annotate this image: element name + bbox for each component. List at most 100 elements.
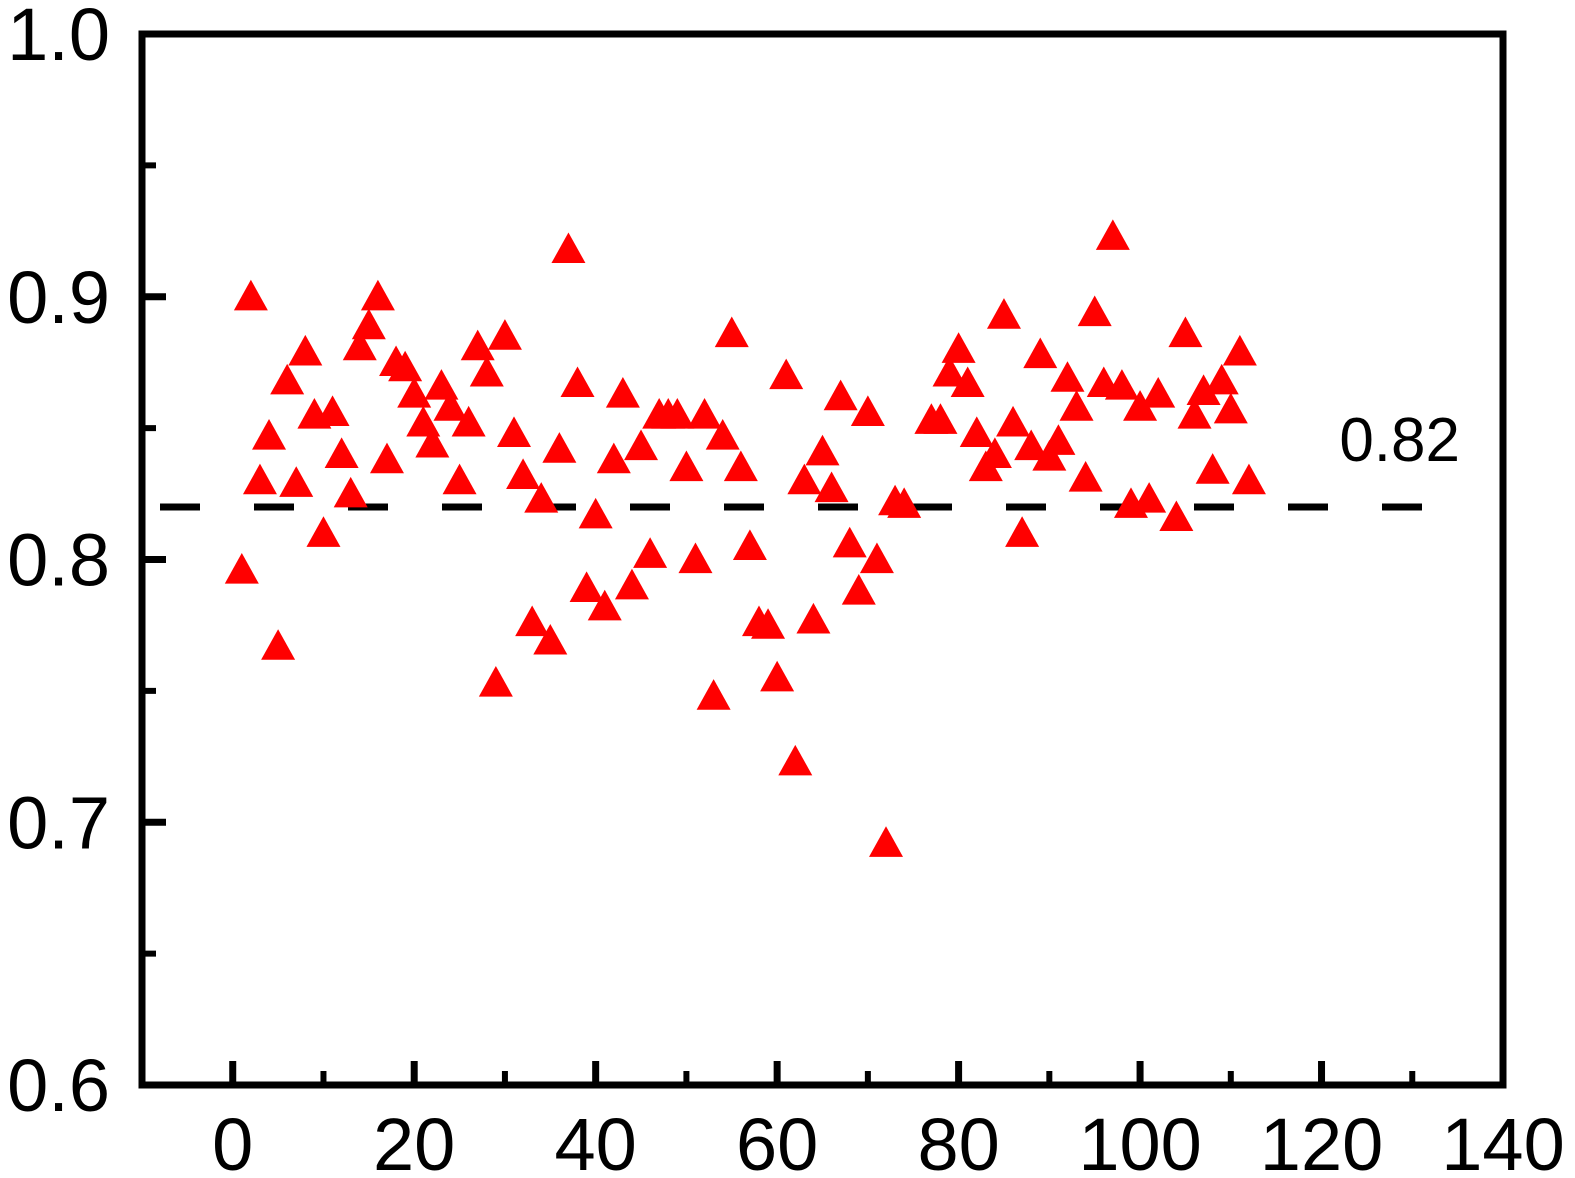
data-point-triangle xyxy=(614,568,649,600)
data-point-triangle xyxy=(850,395,885,426)
data-point-triangle xyxy=(596,442,631,474)
data-point-triangle xyxy=(823,379,858,411)
data-point-triangle xyxy=(950,366,985,398)
data-point-triangle xyxy=(1032,440,1067,471)
data-point-triangle xyxy=(252,419,287,450)
data-point-triangle xyxy=(497,416,532,447)
data-point-triangle xyxy=(270,363,305,395)
data-point-triangle xyxy=(778,744,813,776)
data-point-triangle xyxy=(732,529,767,560)
y-tick-label: 1.0 xyxy=(7,0,110,76)
data-point-triangle xyxy=(869,826,904,857)
data-point-triangle xyxy=(1041,424,1076,455)
data-point-triangle xyxy=(723,450,758,482)
data-point-triangle xyxy=(460,329,495,361)
data-point-triangle xyxy=(859,542,894,574)
data-point-triangle xyxy=(306,516,341,547)
data-point-triangle xyxy=(478,665,513,697)
data-point-triangle xyxy=(996,405,1031,437)
data-point-triangle xyxy=(433,390,468,421)
data-point-triangle xyxy=(832,526,867,558)
data-point-triangle xyxy=(941,332,976,363)
data-point-triangle xyxy=(605,376,640,408)
data-point-triangle xyxy=(451,405,486,437)
data-point-triangle xyxy=(1195,453,1230,484)
data-point-triangle xyxy=(551,232,586,264)
data-point-triangle xyxy=(333,476,368,508)
data-point-triangle xyxy=(751,608,786,639)
x-tick-label: 140 xyxy=(1441,1103,1564,1178)
data-point-triangle xyxy=(369,442,404,474)
reference-line-label: 0.82 xyxy=(1339,406,1460,475)
data-point-triangle xyxy=(1204,363,1239,395)
data-point-triangle xyxy=(1141,376,1176,408)
data-point-triangle xyxy=(242,463,277,495)
data-point-triangle xyxy=(1159,500,1194,532)
data-point-triangle xyxy=(1186,374,1221,405)
major-ticks xyxy=(142,30,1326,1089)
data-point-triangle xyxy=(633,537,668,568)
data-point-triangle xyxy=(1005,516,1040,547)
data-point-triangle xyxy=(279,466,314,497)
data-point-triangle xyxy=(669,450,704,482)
y-tick-label: 0.8 xyxy=(7,519,110,602)
data-point-triangle xyxy=(660,397,695,429)
data-point-triangle xyxy=(397,376,432,408)
data-point-triangle xyxy=(1222,334,1257,366)
x-tick-labels: 0 20 40 60 80 100 120 140 xyxy=(212,1103,1565,1178)
data-point-triangle xyxy=(315,395,350,426)
x-tick-label: 80 xyxy=(917,1103,999,1178)
data-point-triangle xyxy=(841,574,876,605)
data-point-triangle xyxy=(406,405,441,437)
data-point-triangle xyxy=(506,458,541,490)
data-markers xyxy=(224,219,1266,857)
data-point-triangle xyxy=(696,679,731,710)
data-point-triangle xyxy=(1177,397,1212,429)
data-point-triangle xyxy=(324,437,359,468)
data-point-triangle xyxy=(705,419,740,450)
data-point-triangle xyxy=(487,319,522,350)
data-point-triangle xyxy=(524,482,559,513)
data-point-triangle xyxy=(787,463,822,495)
data-point-triangle xyxy=(569,571,604,603)
data-point-triangle xyxy=(578,497,613,529)
data-point-triangle xyxy=(342,329,377,361)
data-point-triangle xyxy=(1077,295,1112,327)
data-point-triangle xyxy=(1231,463,1266,495)
data-point-triangle xyxy=(587,589,622,621)
data-point-triangle xyxy=(388,350,423,382)
data-point-triangle xyxy=(1168,316,1203,348)
x-tick-label: 40 xyxy=(555,1103,637,1178)
x-tick-label: 120 xyxy=(1260,1103,1383,1178)
y-tick-label: 0.9 xyxy=(7,256,110,339)
data-point-triangle xyxy=(533,623,568,655)
data-point-triangle xyxy=(932,355,967,387)
x-tick-label: 60 xyxy=(736,1103,818,1178)
data-point-triangle xyxy=(986,298,1021,329)
y-tick-label: 0.6 xyxy=(7,1044,110,1127)
data-point-triangle xyxy=(687,397,722,429)
x-tick-label: 20 xyxy=(373,1103,455,1178)
data-point-triangle xyxy=(887,487,922,518)
y-tick-label: 0.7 xyxy=(7,781,110,864)
data-point-triangle xyxy=(1023,337,1058,369)
data-point-triangle xyxy=(1213,392,1248,424)
data-point-triangle xyxy=(624,429,659,461)
data-point-triangle xyxy=(442,463,477,495)
data-point-triangle xyxy=(424,369,459,400)
data-point-triangle xyxy=(560,366,595,398)
data-point-triangle xyxy=(1123,390,1158,421)
data-point-triangle xyxy=(977,437,1012,468)
data-point-triangle xyxy=(714,316,749,348)
data-point-triangle xyxy=(1059,390,1094,421)
data-point-triangle xyxy=(760,660,795,692)
data-point-triangle xyxy=(261,629,296,660)
data-point-triangle xyxy=(796,602,831,634)
data-point-triangle xyxy=(959,416,994,447)
data-point-triangle xyxy=(678,542,713,574)
data-point-triangle xyxy=(1132,482,1167,513)
data-point-triangle xyxy=(923,403,958,434)
data-point-triangle xyxy=(1014,429,1049,461)
plot-frame xyxy=(138,30,1507,1089)
data-point-triangle xyxy=(769,358,804,390)
